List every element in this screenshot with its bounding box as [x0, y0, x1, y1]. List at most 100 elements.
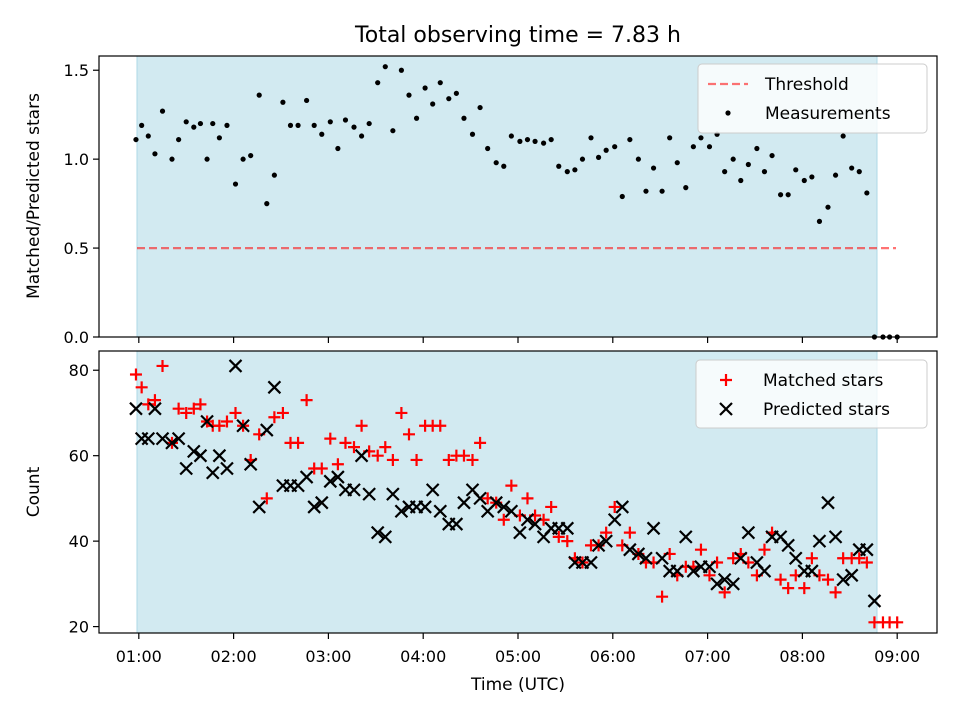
measurement-point: [603, 147, 609, 153]
predicted-star-marker: [370, 525, 385, 540]
measurement-point: [375, 80, 381, 86]
measurement-point: [864, 190, 870, 196]
predicted-star-marker: [193, 448, 208, 463]
measurement-point: [469, 131, 476, 137]
predicted-star-marker: [449, 517, 464, 531]
matched-star-marker: [142, 398, 155, 411]
matched-star-marker: [821, 573, 834, 586]
measurement-point: [832, 172, 839, 178]
matched-star-marker: [774, 573, 787, 586]
predicted-star-marker: [236, 418, 250, 433]
predicted-star-marker: [457, 495, 471, 510]
matched-star-marker: [600, 526, 613, 539]
predicted-star-marker: [670, 564, 685, 578]
measurement-point: [197, 120, 204, 127]
matched-star-marker: [561, 535, 574, 548]
predicted-star-marker: [821, 495, 835, 510]
y-tick-label: 20: [69, 618, 89, 637]
predicted-star-marker: [267, 380, 282, 395]
predicted-star-marker: [741, 525, 756, 540]
measurement-point: [650, 165, 657, 171]
matched-star-marker: [798, 582, 811, 595]
y-tick-label: 60: [69, 447, 89, 466]
predicted-star-marker: [212, 448, 227, 463]
predicted-star-marker: [717, 572, 732, 587]
matched-star-marker: [187, 402, 200, 415]
legend-measurements-label: Measurements: [765, 104, 891, 124]
predicted-star-marker: [623, 542, 637, 557]
legend-predicted-label: Predicted stars: [763, 400, 890, 420]
measurement-point: [413, 115, 420, 121]
measurement-point: [548, 136, 554, 143]
predicted-star-marker: [171, 431, 186, 446]
measurement-point: [825, 204, 831, 210]
predicted-star-marker: [591, 538, 606, 553]
predicted-star-marker: [129, 401, 143, 416]
measurement-point: [280, 99, 286, 105]
count-legend-box: [695, 359, 928, 429]
count-x-ticks: 01:00 02:00 03:00 04:00 05:00 06:00 07:00 08:00…: [116, 633, 920, 666]
matched-star-marker: [300, 394, 313, 407]
measurement-point: [240, 156, 246, 162]
matched-star-marker: [156, 359, 169, 372]
measurement-point: [619, 193, 625, 200]
measurement-point: [406, 92, 412, 98]
matched-star-marker: [268, 411, 281, 424]
measurement-point: [169, 156, 175, 162]
predicted-star-marker: [860, 542, 874, 557]
predicted-star-marker: [354, 448, 369, 463]
measurement-point: [698, 135, 704, 141]
matched-star-marker: [434, 419, 447, 432]
ratio-legend: Threshold Measurements: [697, 63, 928, 134]
matched-star-marker: [194, 398, 207, 411]
measurement-point: [204, 156, 210, 162]
measurement-point: [390, 128, 396, 134]
predicted-star-marker: [631, 547, 646, 561]
measurement-point: [564, 169, 570, 175]
measurement-point: [690, 144, 696, 150]
ratio-y-axis-label: Matched/Predicted stars: [24, 93, 44, 299]
measurement-point: [271, 172, 277, 178]
matched-star-marker: [718, 586, 731, 599]
matched-star-marker: [260, 492, 273, 505]
matched-star-marker: [758, 543, 771, 556]
predicted-star-marker: [584, 555, 598, 570]
measurement-point: [342, 117, 349, 123]
predicted-star-marker: [228, 359, 243, 373]
matched-star-marker: [355, 419, 368, 432]
predicted-star-marker: [314, 495, 329, 510]
measurement-point: [769, 152, 775, 159]
predicted-star-marker: [299, 470, 314, 484]
predicted-star-marker: [497, 500, 511, 514]
measurement-point: [398, 67, 405, 73]
predicted-star-marker: [607, 512, 622, 527]
predicted-star-marker: [165, 436, 179, 450]
count-points: [129, 359, 904, 629]
predicted-star-marker: [560, 521, 575, 536]
measurement-point: [485, 145, 491, 152]
measurement-point: [588, 135, 594, 141]
predicted-star-marker: [726, 577, 740, 591]
matched-star-marker: [466, 453, 479, 466]
matched-star-marker: [371, 449, 384, 462]
predicted-star-marker: [528, 517, 542, 531]
matched-star-marker: [348, 441, 361, 454]
measurement-point: [210, 120, 216, 127]
matched-star-marker: [410, 453, 423, 466]
predicted-star-marker: [504, 504, 519, 519]
measurement-point: [287, 122, 294, 128]
measurement-point: [430, 101, 436, 107]
measurement-point: [453, 90, 459, 96]
matched-star-marker: [402, 428, 415, 441]
measurement-point: [659, 188, 665, 194]
matched-star-marker: [505, 479, 518, 492]
predicted-star-marker: [418, 500, 432, 514]
measurement-point: [216, 135, 222, 141]
matched-star-marker: [148, 394, 161, 407]
matched-star-marker: [276, 406, 289, 419]
measurement-point: [738, 177, 744, 184]
predicted-star-marker: [433, 504, 448, 519]
predicted-star-marker: [781, 538, 795, 553]
measurement-point: [437, 80, 443, 86]
